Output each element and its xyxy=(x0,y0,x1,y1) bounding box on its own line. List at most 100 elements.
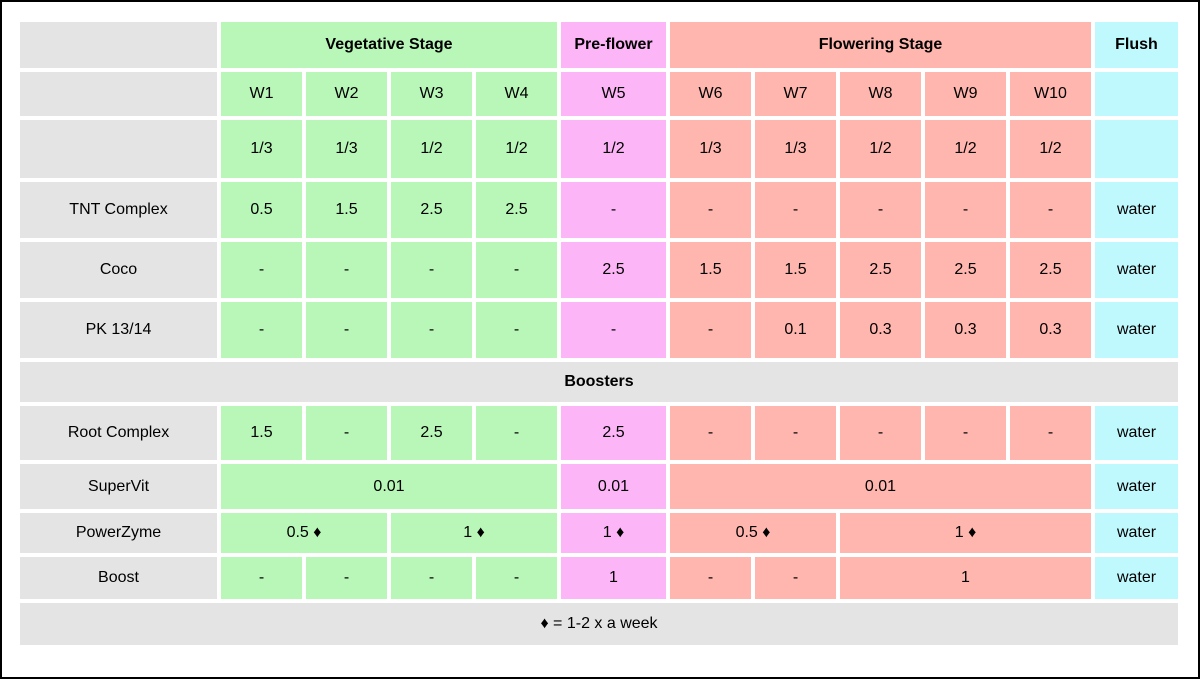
row-week-headers: W1 W2 W3 W4 W5 W6 W7 W8 W9 W10 xyxy=(20,72,1178,116)
row-supervit: SuperVit 0.01 0.01 0.01 water xyxy=(20,464,1178,509)
cell-pk-w8: 0.3 xyxy=(840,302,921,358)
week-header-w5: W5 xyxy=(561,72,666,116)
product-label-coco: Coco xyxy=(20,242,217,298)
cell-root-w2: - xyxy=(306,406,387,460)
cell-supervit-veg: 0.01 xyxy=(221,464,557,509)
cell-boost-w3: - xyxy=(391,557,472,599)
week-header-w4: W4 xyxy=(476,72,557,116)
ratio-row-flush-cell xyxy=(1095,120,1178,178)
cell-coco-w1: - xyxy=(221,242,302,298)
row-stage-headers: Vegetative Stage Pre-flower Flowering St… xyxy=(20,22,1178,68)
cell-boost-w1: - xyxy=(221,557,302,599)
cell-coco-flush: water xyxy=(1095,242,1178,298)
ratio-row-label-cell xyxy=(20,120,217,178)
cell-boost-w2: - xyxy=(306,557,387,599)
product-label-boost: Boost xyxy=(20,557,217,599)
ratio-w6: 1/3 xyxy=(670,120,751,178)
product-label-supervit: SuperVit xyxy=(20,464,217,509)
cell-powerzyme-w3-w4: 1 ♦ xyxy=(391,513,557,553)
week-header-w3: W3 xyxy=(391,72,472,116)
cell-boost-w4: - xyxy=(476,557,557,599)
cell-powerzyme-w5: 1 ♦ xyxy=(561,513,666,553)
cell-pk-w5: - xyxy=(561,302,666,358)
cell-root-w9: - xyxy=(925,406,1006,460)
product-label-root: Root Complex xyxy=(20,406,217,460)
week-header-w8: W8 xyxy=(840,72,921,116)
cell-tnt-w8: - xyxy=(840,182,921,238)
week-header-w10: W10 xyxy=(1010,72,1091,116)
cell-powerzyme-w1-w2: 0.5 ♦ xyxy=(221,513,387,553)
cell-coco-w4: - xyxy=(476,242,557,298)
row-dilution-ratios: 1/3 1/3 1/2 1/2 1/2 1/3 1/3 1/2 1/2 1/2 xyxy=(20,120,1178,178)
cell-pk-w1: - xyxy=(221,302,302,358)
week-row-flush-cell xyxy=(1095,72,1178,116)
cell-tnt-w7: - xyxy=(755,182,836,238)
row-powerzyme: PowerZyme 0.5 ♦ 1 ♦ 1 ♦ 0.5 ♦ 1 ♦ water xyxy=(20,513,1178,553)
cell-coco-w3: - xyxy=(391,242,472,298)
cell-pk-flush: water xyxy=(1095,302,1178,358)
stage-header-flowering: Flowering Stage xyxy=(670,22,1091,68)
cell-supervit-flower: 0.01 xyxy=(670,464,1091,509)
cell-tnt-w2: 1.5 xyxy=(306,182,387,238)
ratio-w8: 1/2 xyxy=(840,120,921,178)
cell-pk-w7: 0.1 xyxy=(755,302,836,358)
cell-supervit-flush: water xyxy=(1095,464,1178,509)
week-header-w2: W2 xyxy=(306,72,387,116)
week-row-label-cell xyxy=(20,72,217,116)
row-boosters-section: Boosters xyxy=(20,362,1178,402)
stage-header-preflower: Pre-flower xyxy=(561,22,666,68)
feeding-schedule-table: Vegetative Stage Pre-flower Flowering St… xyxy=(16,18,1182,649)
cell-coco-w10: 2.5 xyxy=(1010,242,1091,298)
cell-powerzyme-w6-w7: 0.5 ♦ xyxy=(670,513,836,553)
week-header-w9: W9 xyxy=(925,72,1006,116)
cell-powerzyme-w8-w10: 1 ♦ xyxy=(840,513,1091,553)
cell-tnt-w3: 2.5 xyxy=(391,182,472,238)
ratio-w3: 1/2 xyxy=(391,120,472,178)
cell-boost-w6: - xyxy=(670,557,751,599)
cell-root-w1: 1.5 xyxy=(221,406,302,460)
cell-root-w6: - xyxy=(670,406,751,460)
cell-pk-w2: - xyxy=(306,302,387,358)
stage-header-flush: Flush xyxy=(1095,22,1178,68)
week-header-w7: W7 xyxy=(755,72,836,116)
row-coco: Coco - - - - 2.5 1.5 1.5 2.5 2.5 2.5 wat… xyxy=(20,242,1178,298)
cell-root-w10: - xyxy=(1010,406,1091,460)
row-legend: ♦ = 1-2 x a week xyxy=(20,603,1178,645)
product-label-powerzyme: PowerZyme xyxy=(20,513,217,553)
row-boost: Boost - - - - 1 - - 1 water xyxy=(20,557,1178,599)
cell-pk-w10: 0.3 xyxy=(1010,302,1091,358)
cell-boost-w5: 1 xyxy=(561,557,666,599)
row-root-complex: Root Complex 1.5 - 2.5 - 2.5 - - - - - w… xyxy=(20,406,1178,460)
cell-coco-w2: - xyxy=(306,242,387,298)
cell-pk-w6: - xyxy=(670,302,751,358)
product-label-pk: PK 13/14 xyxy=(20,302,217,358)
cell-coco-w7: 1.5 xyxy=(755,242,836,298)
cell-boost-w8-w10: 1 xyxy=(840,557,1091,599)
row-tnt-complex: TNT Complex 0.5 1.5 2.5 2.5 - - - - - - … xyxy=(20,182,1178,238)
section-header-boosters: Boosters xyxy=(20,362,1178,402)
cell-coco-w8: 2.5 xyxy=(840,242,921,298)
week-header-w6: W6 xyxy=(670,72,751,116)
cell-root-flush: water xyxy=(1095,406,1178,460)
cell-root-w7: - xyxy=(755,406,836,460)
cell-root-w5: 2.5 xyxy=(561,406,666,460)
cell-pk-w3: - xyxy=(391,302,472,358)
corner-cell xyxy=(20,22,217,68)
cell-root-w3: 2.5 xyxy=(391,406,472,460)
cell-tnt-flush: water xyxy=(1095,182,1178,238)
legend-note: ♦ = 1-2 x a week xyxy=(20,603,1178,645)
cell-supervit-w5: 0.01 xyxy=(561,464,666,509)
cell-boost-w7: - xyxy=(755,557,836,599)
product-label-tnt: TNT Complex xyxy=(20,182,217,238)
ratio-w5: 1/2 xyxy=(561,120,666,178)
cell-tnt-w10: - xyxy=(1010,182,1091,238)
cell-tnt-w5: - xyxy=(561,182,666,238)
cell-coco-w9: 2.5 xyxy=(925,242,1006,298)
cell-tnt-w6: - xyxy=(670,182,751,238)
cell-tnt-w9: - xyxy=(925,182,1006,238)
cell-boost-flush: water xyxy=(1095,557,1178,599)
cell-coco-w5: 2.5 xyxy=(561,242,666,298)
cell-tnt-w1: 0.5 xyxy=(221,182,302,238)
cell-powerzyme-flush: water xyxy=(1095,513,1178,553)
ratio-w4: 1/2 xyxy=(476,120,557,178)
